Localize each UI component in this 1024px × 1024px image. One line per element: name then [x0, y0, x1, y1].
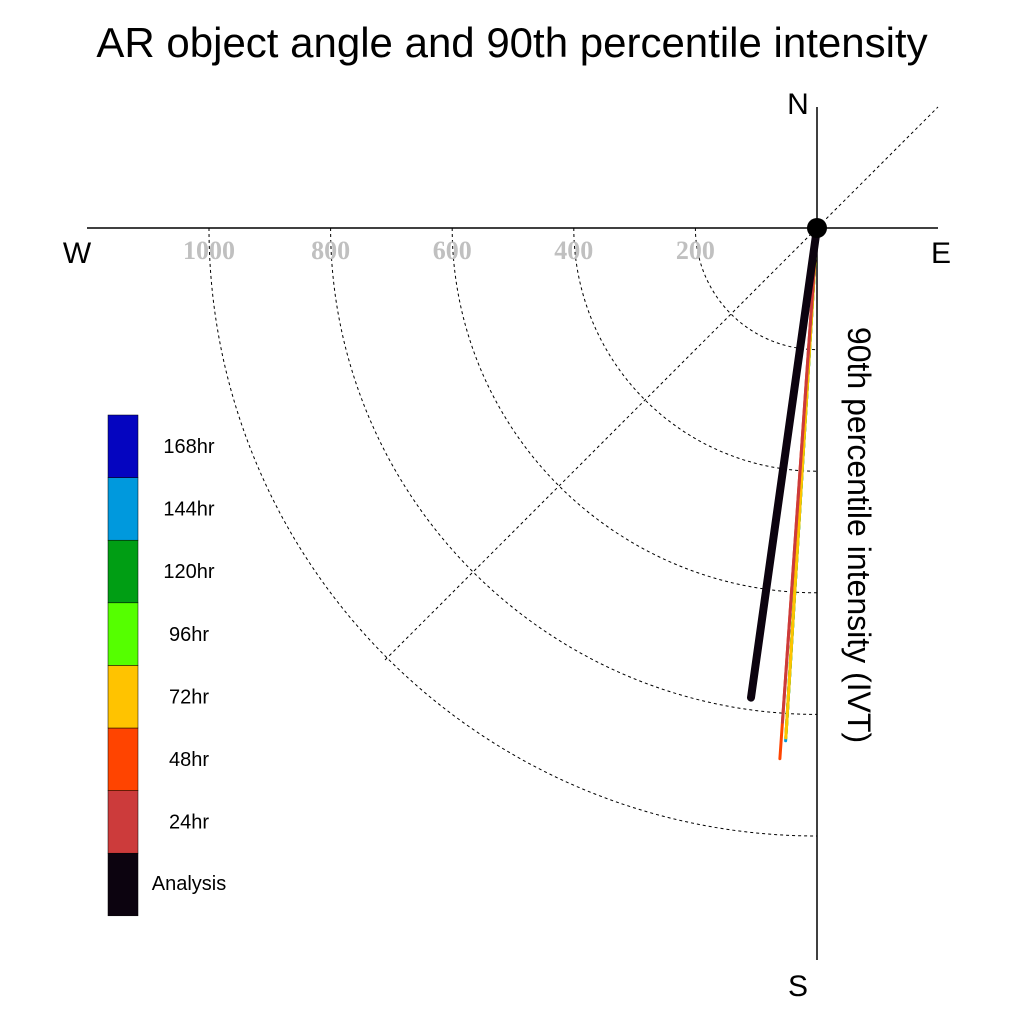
- radial-tick-label: 200: [676, 236, 715, 265]
- legend-label: 168hr: [163, 436, 214, 458]
- origin-marker: [807, 218, 827, 238]
- radial-gridline-0: [694, 227, 818, 351]
- vector-analysis: [746, 224, 821, 702]
- legend-swatch-24hr: [107, 790, 139, 854]
- radial-gridline-1: [573, 227, 818, 472]
- legend-label: 24hr: [169, 812, 209, 834]
- legend: Analysis 24hr 48hr 72hr 96hr 120hr 144hr 168hr: [107, 414, 226, 917]
- legend-swatch-144hr: [107, 477, 139, 541]
- y-axis-label: 90th percentile intensity (IVT): [841, 327, 877, 743]
- legend-swatch-72hr: [107, 665, 139, 729]
- diagonal-gridline: [384, 106, 939, 661]
- legend-swatch-96hr: [107, 602, 139, 666]
- legend-label: Analysis: [152, 873, 226, 895]
- radial-tick-label: 1000: [183, 236, 235, 265]
- radial-tick-label: 400: [554, 236, 593, 265]
- compass-south-label: S: [788, 970, 808, 1003]
- radial-gridline-4: [208, 227, 818, 837]
- radial-gridline-3: [330, 227, 818, 715]
- radial-tick-label: 800: [311, 236, 350, 265]
- vector-24hr: [780, 226, 819, 724]
- radial-gridline-2: [451, 227, 818, 594]
- legend-swatch-analysis: [107, 852, 139, 917]
- legend-swatch-48hr: [107, 727, 139, 791]
- legend-label: 48hr: [169, 749, 209, 771]
- legend-label: 96hr: [169, 624, 209, 646]
- compass-north-label: N: [787, 88, 809, 121]
- legend-swatch-168hr: [107, 414, 139, 478]
- legend-label: 72hr: [169, 686, 209, 708]
- vector-series: [746, 218, 827, 761]
- compass-east-label: E: [931, 237, 951, 270]
- legend-label: 120hr: [163, 561, 214, 583]
- radial-tick-label: 600: [433, 236, 472, 265]
- compass-west-label: W: [63, 237, 92, 270]
- legend-swatch-120hr: [107, 539, 139, 604]
- chart-title: AR object angle and 90th percentile inte…: [96, 19, 927, 66]
- legend-label: 144hr: [163, 499, 214, 521]
- polar-grid: 200 400 600 800 1000: [183, 106, 939, 837]
